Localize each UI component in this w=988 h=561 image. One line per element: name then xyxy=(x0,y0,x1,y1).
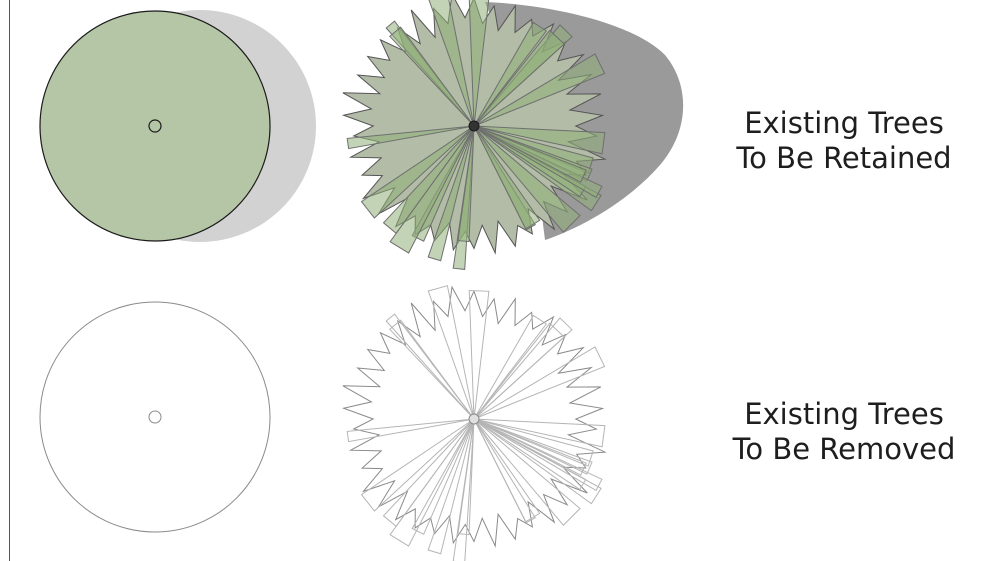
canopy-leaf-spoke xyxy=(360,418,475,512)
circle-tree-retained-symbol xyxy=(39,10,316,242)
canopy-leaf-spoke xyxy=(389,319,475,420)
legend-label-removed: Existing Trees To Be Removed xyxy=(694,397,988,467)
legend-label-retained-line2: To Be Retained xyxy=(736,141,952,175)
canopy-leaf-spoke xyxy=(473,418,541,523)
canopy-leaf-spoke xyxy=(473,53,606,127)
canopy-leaf-spoke xyxy=(473,29,565,127)
trunk-marker xyxy=(148,410,162,424)
trunk-marker xyxy=(468,120,480,132)
canopy-leaf-spoke xyxy=(473,418,593,475)
canopy-leaf-spoke xyxy=(457,418,475,536)
canopy-tree-retained-symbol xyxy=(341,0,684,270)
canopy-leaf-spoke xyxy=(385,313,475,420)
canopy-leaf-spoke xyxy=(473,418,603,492)
canopy-leaf-spoke xyxy=(360,125,475,219)
canopy-leaf-spoke xyxy=(427,125,475,262)
trunk-marker xyxy=(468,413,480,425)
canopy-leaf-spoke xyxy=(473,418,594,467)
canopy-leaf-spoke xyxy=(473,125,587,183)
canopy-leaf-spoke xyxy=(473,314,548,420)
canopy-leaf-spoke xyxy=(468,0,490,127)
canopy-leaf-spoke xyxy=(389,418,475,547)
canopy-leaf-spoke xyxy=(473,125,541,230)
canopy-leaf-spoke xyxy=(457,125,475,243)
canopy-leaf-spoke xyxy=(346,125,475,150)
legend-label-removed-line2: To Be Removed xyxy=(732,432,956,466)
canopy-leaf-spoke xyxy=(411,418,475,535)
legend-label-removed-line1: Existing Trees xyxy=(744,397,944,431)
trunk-marker xyxy=(148,119,162,133)
legend-label-retained: Existing Trees To Be Retained xyxy=(694,106,988,176)
canopy-leaf-spoke xyxy=(473,418,587,476)
canopy-leaf-spoke xyxy=(473,21,548,127)
canopy-leaf-spoke xyxy=(427,418,475,555)
canopy-leaf-spoke xyxy=(473,418,606,448)
canopy-leaf-spoke xyxy=(389,125,475,254)
canopy-leaf-spoke xyxy=(473,125,606,155)
legend-label-retained-line1: Existing Trees xyxy=(744,106,944,140)
tree-canopy-circle xyxy=(39,10,271,242)
circle-tree-removed-symbol xyxy=(39,301,271,533)
canopy-leaf-spoke xyxy=(473,125,581,233)
canopy-tree-removed-symbol xyxy=(341,285,607,561)
canopy-outline xyxy=(341,285,607,548)
canopy-leaf-spoke xyxy=(473,322,565,420)
canopy-leaf-spoke xyxy=(428,0,475,127)
canopy-leaf-spoke xyxy=(346,418,475,443)
canopy-leaf-spoke xyxy=(468,289,490,420)
canopy-leaf-spoke xyxy=(473,418,587,491)
canopy-leaf-spoke xyxy=(427,285,475,420)
tree-canopy-circle xyxy=(39,301,271,533)
canopy-leaf-spoke xyxy=(473,346,606,420)
canopy-leaf-spoke xyxy=(389,26,475,127)
canopy-leaf-spoke xyxy=(473,418,581,526)
